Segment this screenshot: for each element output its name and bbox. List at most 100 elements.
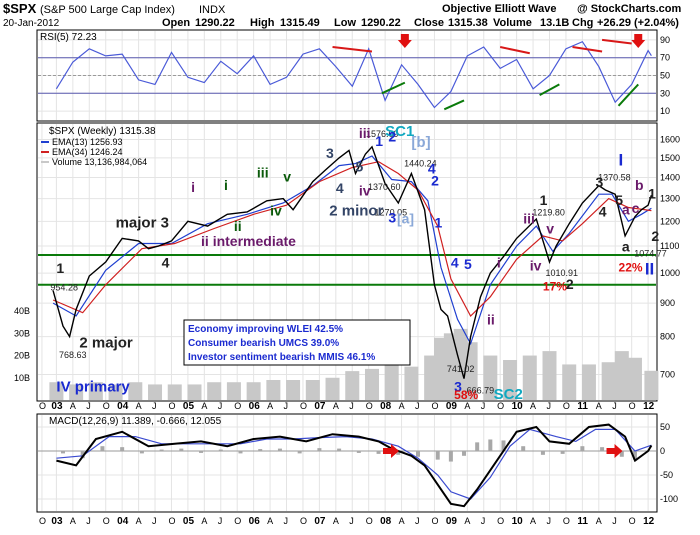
wave-label: 17%: [543, 280, 567, 294]
macd-tick-label: -50: [660, 470, 673, 480]
macd-histogram-bar: [238, 451, 242, 453]
wave-label: 58%: [454, 388, 478, 402]
wave-label: 4: [599, 204, 607, 220]
volume-bar: [227, 382, 241, 400]
x-tick-label: J: [284, 516, 289, 526]
volume-label: Volume: [493, 17, 532, 29]
x-tick-label: J: [152, 516, 157, 526]
volume-bar: [385, 364, 399, 400]
price-tick-label: 1500: [660, 153, 680, 163]
macd-histogram-bar: [416, 451, 420, 457]
price-pivot-label: 768.63: [59, 350, 87, 360]
volume-bar: [306, 380, 320, 400]
legend-entry: Volume 13,136,984,064: [52, 157, 147, 167]
x-tick-label: A: [596, 516, 602, 526]
x-tick-label: J: [481, 516, 486, 526]
wave-label: iv: [530, 257, 542, 273]
x-tick-label: 04: [117, 401, 129, 412]
open-label: Open: [162, 17, 190, 29]
x-tick-label: 03: [51, 401, 63, 412]
x-tick-label: O: [497, 516, 504, 526]
macd-histogram-bar: [100, 446, 104, 451]
price-pivot-label: 741.02: [447, 364, 475, 374]
legend-entry: EMA(13) 1256.93: [52, 137, 123, 147]
x-tick-label: A: [464, 401, 470, 411]
macd-histogram-bar: [462, 451, 466, 456]
brand-name: Objective Elliott Wave: [442, 3, 557, 15]
wave-label: b: [635, 177, 644, 193]
volume-bar: [326, 378, 340, 400]
volume-bar: [365, 369, 379, 400]
volume-bar: [628, 358, 642, 400]
macd-histogram-bar: [357, 451, 361, 453]
chg-label: Chg: [572, 17, 593, 29]
x-tick-label: O: [629, 516, 636, 526]
wave-label: 3: [596, 174, 604, 190]
x-tick-label: A: [70, 401, 76, 411]
x-tick-label: O: [103, 401, 110, 411]
x-tick-label: J: [546, 401, 551, 411]
volume-bar: [148, 384, 162, 400]
wave-label: II: [645, 260, 654, 279]
macd-histogram-bar: [219, 450, 223, 451]
x-tick-label: 07: [314, 516, 326, 527]
x-tick-label: O: [103, 516, 110, 526]
volume-bar: [404, 367, 418, 400]
low-label: Low: [334, 17, 356, 29]
x-tick-label: 08: [380, 401, 392, 412]
x-tick-label: A: [399, 401, 405, 411]
macd-histogram-bar: [337, 449, 341, 451]
volume-value: 13.1B: [540, 17, 569, 29]
chart-date: 20-Jan-2012: [3, 18, 60, 29]
wave-label: v: [546, 220, 554, 236]
wave-label: c: [632, 200, 640, 216]
price-tick-label: 1200: [660, 216, 680, 226]
macd-tick-label: 50: [660, 422, 670, 432]
wave-label: 2: [388, 128, 396, 144]
macd-histogram-bar: [317, 448, 321, 451]
info-line-investor: Investor sentiment bearish MMIS 46.1%: [188, 352, 375, 363]
chart-symbol: $SPX: [3, 1, 37, 16]
x-tick-label: A: [136, 401, 142, 411]
copyright: @ StockCharts.com: [577, 3, 681, 15]
wave-label: iii: [257, 165, 269, 181]
wave-label: [a]: [397, 211, 414, 227]
volume-bar: [582, 364, 596, 400]
x-tick-label: J: [86, 401, 91, 411]
high-label: High: [250, 17, 275, 29]
x-tick-label: 07: [314, 401, 326, 412]
x-tick-label: 06: [249, 401, 261, 412]
volume-tick-label: 10B: [14, 373, 30, 383]
wave-label: 2: [651, 228, 659, 244]
x-tick-label: O: [563, 401, 570, 411]
x-tick-label: A: [201, 401, 207, 411]
volume-bar: [542, 351, 556, 400]
volume-bar: [523, 356, 537, 400]
wave-label: ii intermediate: [201, 233, 296, 249]
x-tick-label: A: [530, 401, 536, 411]
x-tick-label: O: [168, 516, 175, 526]
macd-histogram-bar: [258, 449, 262, 451]
macd-histogram-bar: [377, 451, 381, 454]
x-tick-label: O: [366, 516, 373, 526]
rsi-tick-label: 10: [660, 106, 670, 116]
x-tick-label: 12: [643, 401, 655, 412]
price-pivot-label: 954.28: [50, 283, 78, 293]
volume-bar: [207, 382, 221, 400]
x-tick-label: O: [431, 516, 438, 526]
macd-histogram-bar: [436, 451, 440, 460]
volume-bar: [266, 380, 280, 400]
wave-label: ii: [487, 311, 495, 327]
x-tick-label: 05: [183, 516, 195, 527]
x-tick-label: O: [168, 401, 175, 411]
x-tick-label: J: [612, 401, 617, 411]
price-tick-label: 1400: [660, 173, 680, 183]
wave-label: 1: [648, 186, 656, 202]
x-tick-label: 08: [380, 516, 392, 527]
legend-entry: EMA(34) 1246.24: [52, 147, 123, 157]
x-tick-label: J: [612, 516, 617, 526]
x-tick-label: O: [629, 401, 636, 411]
wave-label: 2 minor: [329, 202, 383, 219]
wave-label: a: [622, 201, 630, 217]
